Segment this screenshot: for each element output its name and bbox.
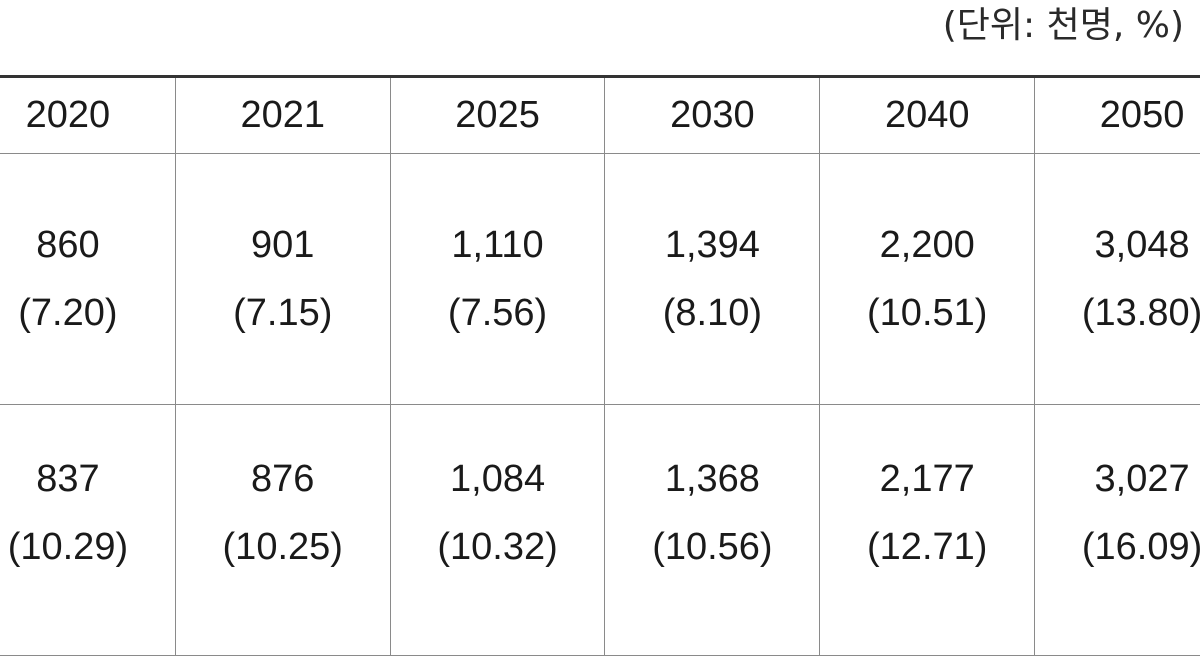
cell-percent: (10.56) <box>652 526 773 568</box>
cell-value: 2,200 <box>879 224 975 266</box>
table-cell: 837 (10.29) <box>0 404 176 656</box>
table-cell: 3,027 (16.09) <box>1034 404 1200 656</box>
table-cell: 901 (7.15) <box>174 153 391 405</box>
table-cell: 876 (10.25) <box>174 404 391 656</box>
data-table: 2020 2021 2025 2030 2040 2050 860 (7.20)… <box>0 75 1200 656</box>
table-cell: 2,177 (12.71) <box>819 404 1036 656</box>
table-cell: 1,110 (7.56) <box>389 153 606 405</box>
year-header: 2021 <box>174 76 391 154</box>
cell-value: 837 <box>36 458 100 500</box>
year-header: 2040 <box>819 76 1036 154</box>
year-header: 2050 <box>1034 76 1200 154</box>
cell-percent: (13.80) <box>1081 292 1200 334</box>
cell-value: 860 <box>36 224 100 266</box>
table-row: 860 (7.20) 901 (7.15) 1,110 (7.56) 1,394… <box>0 153 1200 405</box>
cell-percent: (10.29) <box>7 526 129 568</box>
cell-value: 3,027 <box>1094 458 1190 500</box>
year-header: 2025 <box>389 76 606 154</box>
table-cell: 860 (7.20) <box>0 153 176 405</box>
header-row: 2020 2021 2025 2030 2040 2050 <box>0 76 1200 154</box>
unit-note: (단위: 천명, %) <box>942 5 1184 46</box>
table-row: 837 (10.29) 876 (10.25) 1,084 (10.32) 1,… <box>0 404 1200 656</box>
table-cell: 2,200 (10.51) <box>819 153 1036 405</box>
cell-percent: (16.09) <box>1081 526 1200 568</box>
year-header: 2020 <box>0 76 176 154</box>
table-cell: 1,368 (10.56) <box>604 404 821 656</box>
cell-percent: (7.56) <box>447 292 548 334</box>
table-cell: 1,084 (10.32) <box>389 404 606 656</box>
table-cell: 1,394 (8.10) <box>604 153 821 405</box>
cell-value: 1,394 <box>664 224 760 266</box>
cell-percent: (8.10) <box>662 292 763 334</box>
table-cell: 3,048 (13.80) <box>1034 153 1200 405</box>
year-header: 2030 <box>604 76 821 154</box>
cell-percent: (7.20) <box>18 292 118 334</box>
cell-value: 876 <box>251 458 315 500</box>
cell-value: 1,084 <box>450 458 546 500</box>
cell-value: 2,177 <box>879 458 975 500</box>
cell-value: 901 <box>251 224 315 266</box>
cell-percent: (12.71) <box>867 526 988 568</box>
cell-percent: (10.51) <box>867 292 988 334</box>
cell-percent: (7.15) <box>233 292 333 334</box>
cell-value: 3,048 <box>1094 224 1190 266</box>
cell-percent: (10.32) <box>437 526 558 568</box>
cell-value: 1,368 <box>664 458 760 500</box>
cell-percent: (10.25) <box>222 526 343 568</box>
cell-value: 1,110 <box>451 224 544 266</box>
